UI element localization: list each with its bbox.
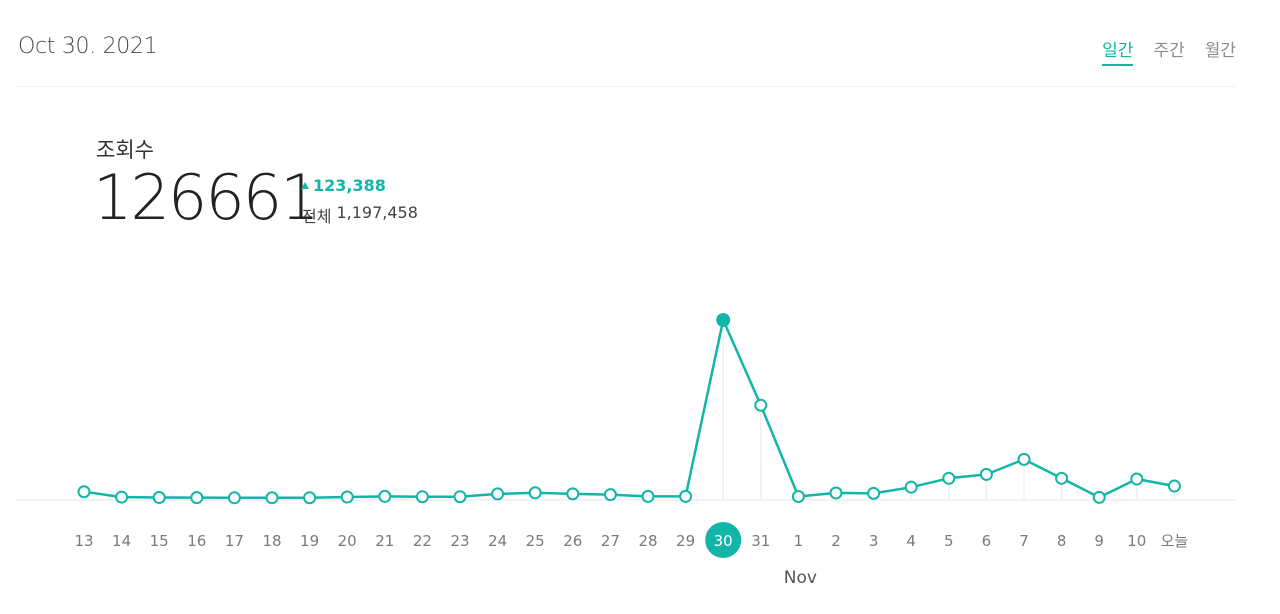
metric-total: 전체 1,197,458 [302, 203, 418, 227]
data-point[interactable] [1092, 490, 1106, 504]
x-tick-label[interactable]: 16 [187, 532, 206, 550]
x-tick-label[interactable]: 9 [1094, 532, 1104, 550]
x-tick-label[interactable]: 1 [794, 532, 804, 550]
x-tick-label[interactable]: 15 [150, 532, 169, 550]
data-point[interactable] [340, 490, 354, 504]
x-tick-label[interactable]: 2 [831, 532, 841, 550]
x-tick-label[interactable]: 28 [638, 532, 657, 550]
metric-total-value: 1,197,458 [336, 203, 418, 222]
data-point[interactable] [641, 489, 655, 503]
x-tick-label[interactable]: 10 [1127, 532, 1146, 550]
data-point[interactable] [227, 491, 241, 505]
period-tabs: 일간 주간 월간 [1102, 36, 1236, 66]
data-point[interactable] [979, 467, 993, 481]
data-point[interactable] [190, 491, 204, 505]
x-tick-label[interactable]: 3 [869, 532, 879, 550]
date-title: Oct 30. 2021 [18, 34, 158, 59]
data-point[interactable] [1130, 472, 1144, 486]
x-tick-label[interactable]: 7 [1019, 532, 1029, 550]
x-tick-label[interactable]: 19 [300, 532, 319, 550]
data-point-selected[interactable] [716, 313, 731, 327]
tab-monthly[interactable]: 월간 [1204, 41, 1236, 61]
month-label: Nov [784, 568, 817, 588]
data-point[interactable] [528, 486, 542, 500]
x-tick-label[interactable]: 31 [751, 532, 770, 550]
data-point[interactable] [904, 480, 918, 494]
data-point[interactable] [603, 488, 617, 502]
up-arrow-icon [301, 182, 309, 189]
data-point[interactable] [453, 490, 467, 504]
metric-value: 126661 [93, 161, 320, 234]
x-tick-label[interactable]: 6 [982, 532, 992, 550]
data-point[interactable] [1017, 452, 1031, 466]
x-tick-label[interactable]: 20 [338, 532, 357, 550]
x-tick-label[interactable]: 26 [563, 532, 582, 550]
data-point[interactable] [115, 490, 129, 504]
metric-label: 조회수 [96, 138, 154, 162]
data-point[interactable] [77, 485, 91, 499]
x-tick-label[interactable]: 18 [262, 532, 281, 550]
tab-weekly[interactable]: 주간 [1153, 41, 1185, 61]
metric-change-value: 123,388 [313, 176, 386, 195]
data-point[interactable] [791, 490, 805, 504]
selected-date-badge[interactable] [705, 522, 742, 558]
x-tick-label[interactable]: 27 [601, 532, 620, 550]
data-point[interactable] [754, 398, 768, 412]
data-point[interactable] [265, 491, 279, 505]
x-tick-label[interactable]: 4 [906, 532, 916, 550]
x-tick-label[interactable]: 29 [676, 532, 695, 550]
metric-change: 123,388 [301, 176, 386, 195]
data-point[interactable] [566, 487, 580, 501]
x-tick-label[interactable]: 25 [526, 532, 545, 550]
data-point[interactable] [415, 490, 429, 504]
x-tick-label[interactable]: 오늘 [1161, 532, 1189, 550]
data-point[interactable] [829, 486, 843, 500]
views-series-line [83, 318, 1175, 500]
x-tick-label[interactable]: 8 [1057, 532, 1067, 550]
data-point[interactable] [378, 489, 392, 503]
x-tick-label[interactable]: 13 [74, 532, 93, 550]
data-point[interactable] [942, 471, 956, 485]
data-point[interactable] [303, 491, 317, 505]
x-tick-label[interactable]: 17 [225, 532, 244, 550]
x-tick-label[interactable]: 30 [714, 532, 733, 550]
data-point[interactable] [152, 491, 166, 505]
header-divider [16, 86, 1236, 87]
x-tick-label[interactable]: 5 [944, 532, 954, 550]
data-point[interactable] [679, 489, 693, 503]
data-point[interactable] [1055, 471, 1069, 485]
metric-total-label: 전체 [302, 207, 332, 226]
x-tick-label[interactable]: 23 [450, 532, 469, 550]
x-tick-label[interactable]: 14 [112, 532, 131, 550]
x-tick-label[interactable]: 22 [413, 532, 432, 550]
data-point[interactable] [1167, 479, 1181, 493]
data-point[interactable] [491, 487, 505, 501]
tab-daily[interactable]: 일간 [1102, 36, 1134, 66]
x-tick-label[interactable]: 24 [488, 532, 507, 550]
data-point[interactable] [867, 486, 881, 500]
x-tick-label[interactable]: 21 [375, 532, 394, 550]
